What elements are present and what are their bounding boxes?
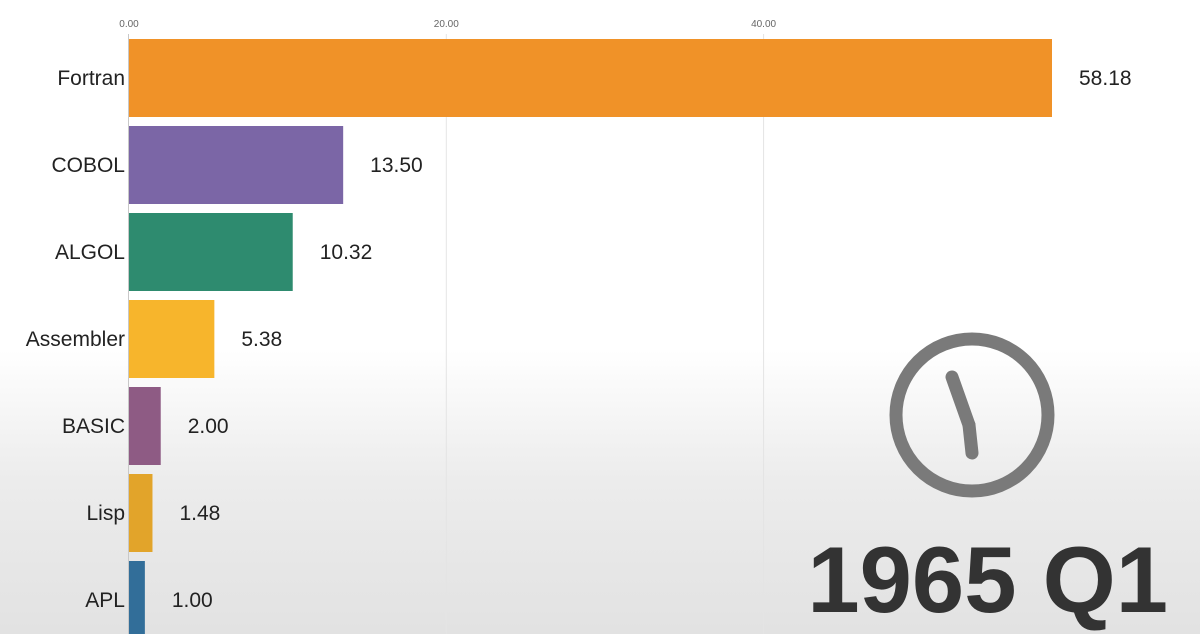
category-label: APL xyxy=(85,589,125,612)
category-label: Fortran xyxy=(57,67,125,90)
x-axis-ticks: 0.00 20.00 40.00 xyxy=(119,19,776,30)
category-label: BASIC xyxy=(62,415,125,438)
bar-fortran xyxy=(129,39,1052,117)
x-tick-label: 40.00 xyxy=(751,19,776,30)
bar-basic xyxy=(129,387,161,465)
category-label: Lisp xyxy=(86,502,125,525)
x-tick-label: 0.00 xyxy=(119,19,139,30)
x-tick-label: 20.00 xyxy=(434,19,459,30)
value-label: 58.18 xyxy=(1079,67,1132,90)
value-label: 10.32 xyxy=(320,241,373,264)
clock-icon xyxy=(889,332,1055,498)
category-label: ALGOL xyxy=(55,241,125,264)
period-label: 1965 Q1 xyxy=(807,527,1168,632)
bar-apl xyxy=(129,561,145,634)
value-label: 1.00 xyxy=(172,589,213,612)
bar-cobol xyxy=(129,126,344,204)
value-label: 5.38 xyxy=(241,328,282,351)
bars xyxy=(129,39,1052,634)
category-label: Assembler xyxy=(26,328,125,351)
value-label: 1.48 xyxy=(179,502,220,525)
value-label: 13.50 xyxy=(370,154,423,177)
value-label: 2.00 xyxy=(188,415,229,438)
category-label: COBOL xyxy=(51,154,125,177)
bar-algol xyxy=(129,213,293,291)
grid-lines xyxy=(128,34,765,634)
bar-lisp xyxy=(129,474,153,552)
value-labels: 58.18 13.50 10.32 5.38 2.00 1.48 1.00 xyxy=(172,67,1132,612)
category-labels: Fortran COBOL ALGOL Assembler BASIC Lisp APL xyxy=(26,67,125,612)
bar-assembler xyxy=(129,300,215,378)
